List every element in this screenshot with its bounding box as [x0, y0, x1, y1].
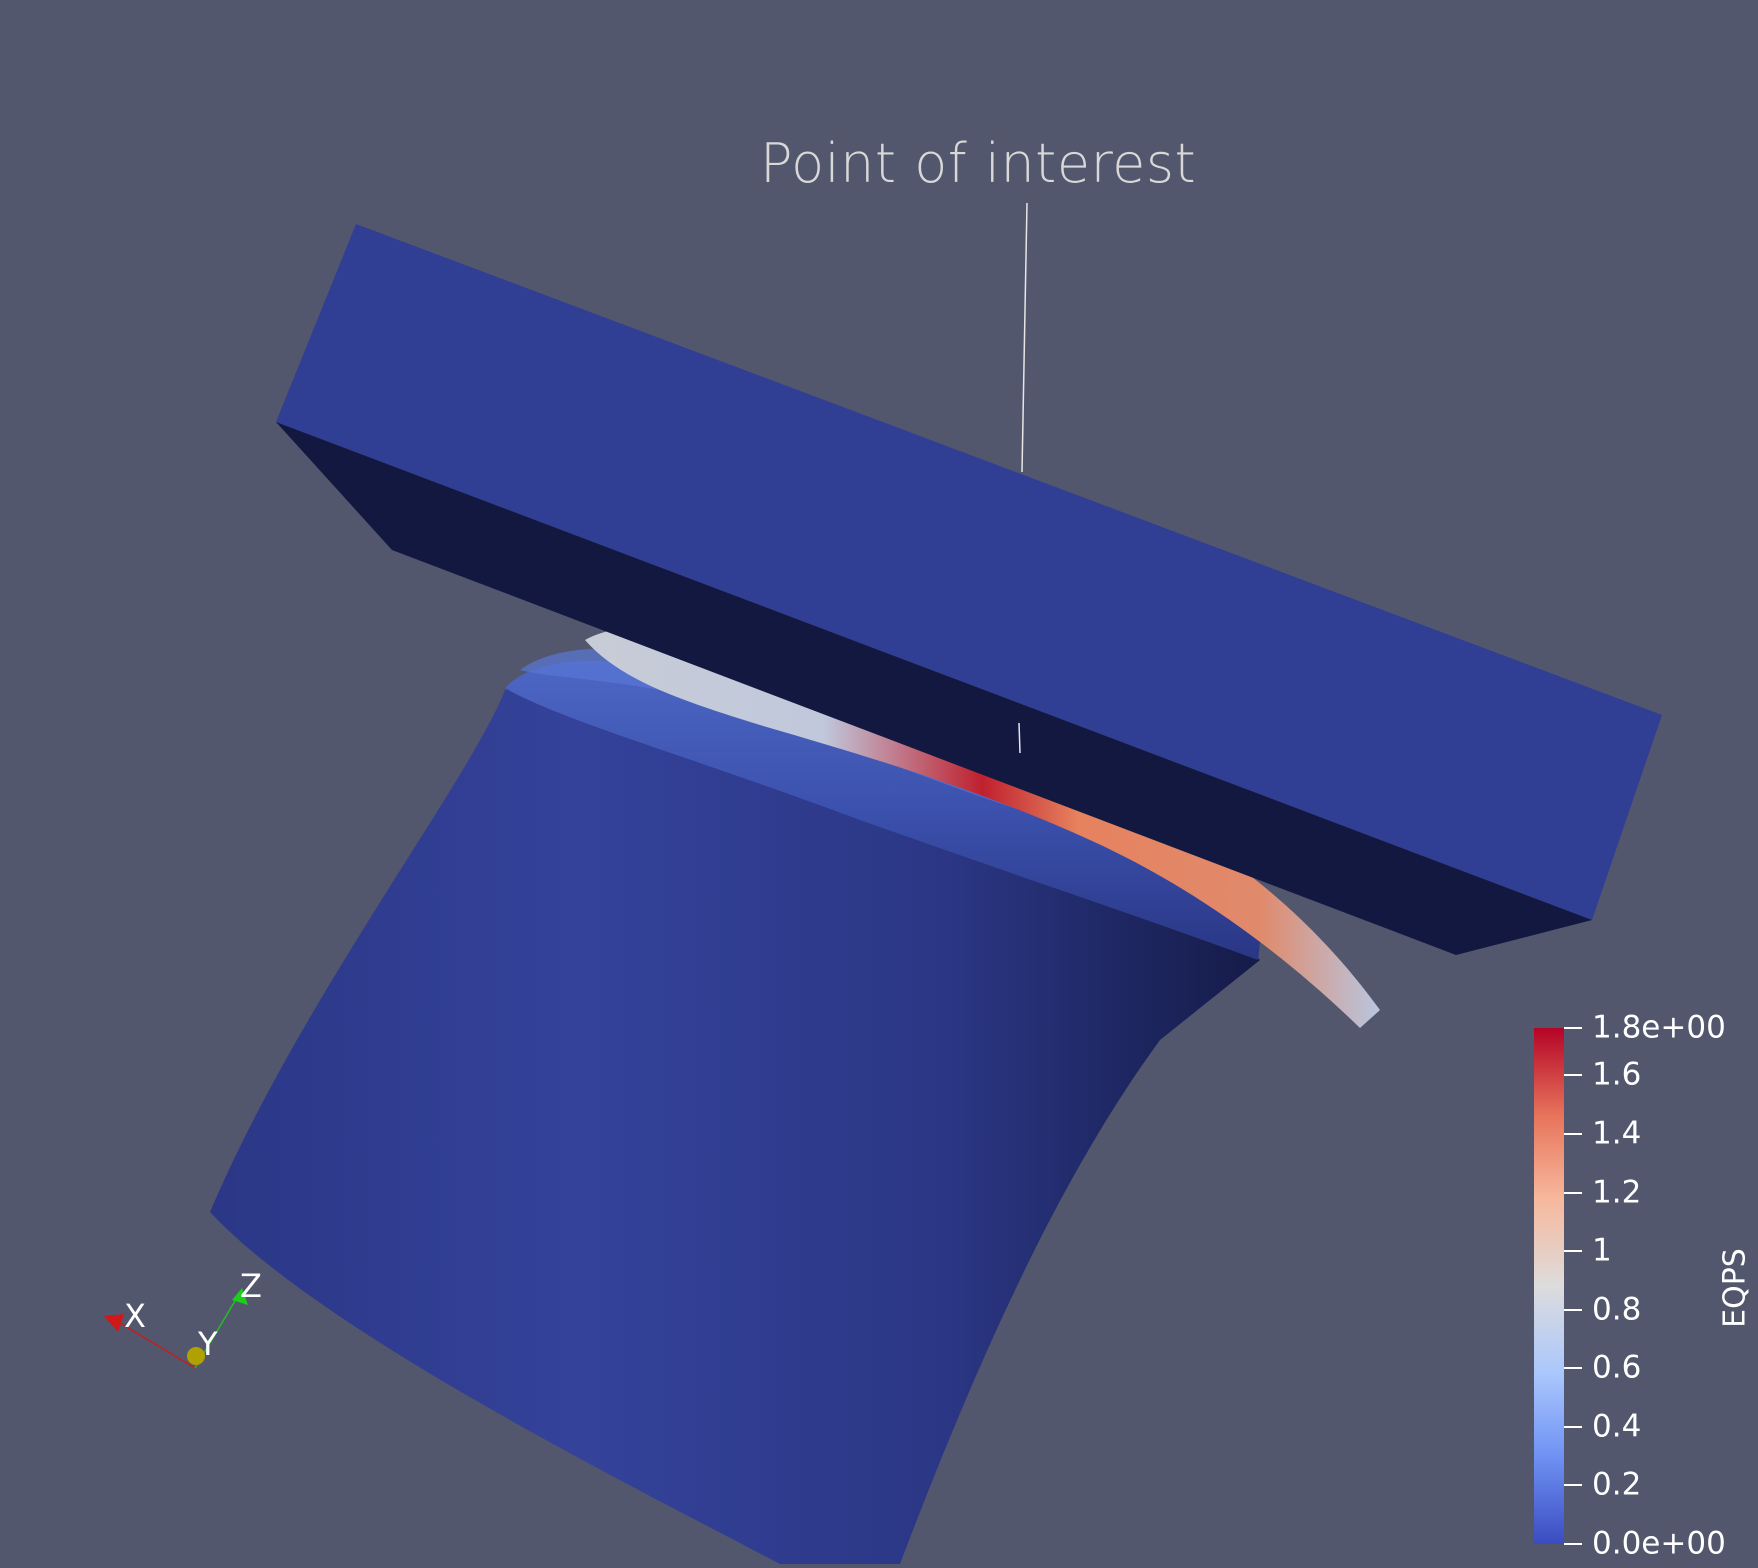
y-axis-label: Y: [198, 1325, 218, 1363]
legend-tick-label: 0.4: [1592, 1408, 1642, 1445]
legend-tick-label: 0.0e+00: [1592, 1525, 1726, 1562]
legend-tick-label: 0.8: [1592, 1291, 1642, 1328]
x-axis-label: X: [124, 1297, 146, 1335]
legend-tick-label: 1.6: [1592, 1056, 1642, 1093]
plate-top-face: [276, 224, 1662, 920]
x-axis-arrow-icon: [104, 1314, 124, 1332]
annotation-leader-line: [1021, 202, 1028, 473]
y-axis-dot-icon: [187, 1347, 205, 1365]
color-legend-bar: [1534, 1028, 1564, 1544]
deformed-cylinder: [210, 648, 1262, 1564]
legend-tick-label: 0.2: [1592, 1466, 1642, 1503]
shoulder-bulge: [505, 660, 1262, 960]
legend-tick-label: 1.2: [1592, 1174, 1642, 1211]
annotation-point-marker: [1018, 722, 1021, 754]
legend-tick-label: 1.8e+00: [1592, 1009, 1726, 1046]
color-legend-tick-marks: [1564, 1027, 1582, 1545]
plate-front-face: [276, 422, 1592, 955]
z-axis-label: Z: [240, 1267, 262, 1305]
annotation-label: Point of interest: [760, 132, 1197, 195]
color-legend-title: EQPS: [1717, 1248, 1753, 1328]
legend-tick-label: 1.4: [1592, 1115, 1642, 1152]
orientation-axes: [104, 1288, 248, 1369]
legend-tick-label: 0.6: [1592, 1349, 1642, 1386]
legend-tick-label: 1: [1592, 1232, 1612, 1269]
rigid-plate: [276, 224, 1662, 955]
z-axis-arrow-icon: [232, 1288, 248, 1305]
